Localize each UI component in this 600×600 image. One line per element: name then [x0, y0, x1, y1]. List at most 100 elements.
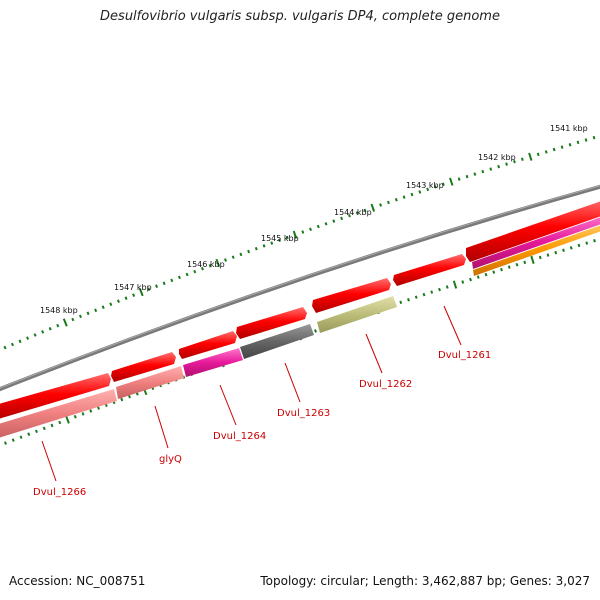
- outer-scale-tick-minor: [170, 278, 174, 283]
- inner-scale-tick-minor: [89, 409, 93, 413]
- outer-scale-tick-minor: [481, 169, 485, 174]
- outer-scale-tick-major: [370, 203, 376, 212]
- forward-gene-arrow[interactable]: [312, 278, 391, 313]
- outer-scale-tick-minor: [410, 192, 414, 197]
- inner-scale-tick-minor: [562, 248, 565, 252]
- leader-line-Dvul_1263: [284, 362, 301, 403]
- inner-scale-tick-minor: [515, 262, 519, 267]
- inner-scale-tick-minor: [19, 435, 23, 439]
- outer-scale-tick-major: [138, 288, 144, 297]
- gene-Dvul_1262[interactable]: [317, 296, 397, 333]
- leader-line-Dvul_1262: [365, 333, 383, 374]
- inner-scale-tick-minor: [120, 397, 124, 402]
- inner-scale-tick-minor: [11, 438, 15, 442]
- inner-scale-tick-minor: [35, 429, 38, 434]
- outer-scale-tick-minor: [379, 203, 383, 207]
- forward-gene-arrow[interactable]: [393, 254, 466, 286]
- outer-scale-tick-minor: [505, 162, 508, 166]
- outer-scale-tick-minor: [124, 296, 128, 300]
- inner-scale-tick-major: [530, 255, 535, 265]
- outer-scale-tick-major: [292, 230, 298, 239]
- scale-label-1545: 1545 kbp: [261, 234, 299, 243]
- inner-scale-tick-minor: [585, 241, 589, 245]
- outer-scale-tick-minor: [10, 342, 15, 347]
- outer-scale-tick-minor: [465, 174, 469, 179]
- outer-scale-tick-minor: [193, 269, 197, 274]
- leader-line-Dvul_1261: [443, 305, 462, 346]
- outer-scale-tick-minor: [544, 150, 548, 154]
- outer-scale-tick-minor: [208, 264, 212, 268]
- genome-backbone-highlight: [0, 185, 600, 389]
- inner-scale-tick-major: [452, 280, 458, 289]
- forward-gene-arrow[interactable]: [0, 373, 111, 420]
- gene-label-glyQ[interactable]: glyQ: [159, 454, 182, 465]
- outer-scale-tick-minor: [355, 211, 359, 215]
- leader-line-Dvul_1264: [219, 384, 237, 426]
- outer-scale-tick-minor: [301, 230, 305, 234]
- inner-scale-tick-minor: [430, 290, 434, 294]
- outer-scale-tick-minor: [177, 275, 181, 280]
- genome-backbone: [0, 184, 600, 392]
- outer-scale-tick-minor: [231, 255, 235, 259]
- gene-label-Dvul_1266[interactable]: Dvul_1266: [33, 487, 86, 498]
- gene-label-Dvul_1261[interactable]: Dvul_1261: [438, 350, 491, 361]
- outer-scale-tick-minor: [200, 266, 204, 271]
- outer-scale-tick-minor: [489, 167, 493, 171]
- outer-scale-tick-minor: [147, 287, 151, 291]
- outer-scale-tick-minor: [316, 224, 320, 229]
- gene-Dvul_1263[interactable]: [240, 324, 314, 359]
- inner-scale-tick-minor: [73, 414, 77, 419]
- outer-scale-tick-major: [62, 318, 68, 327]
- inner-scale-tick-minor: [97, 406, 100, 410]
- gene-Dvul_1264[interactable]: [183, 348, 243, 377]
- outer-scale-tick-minor: [347, 213, 351, 218]
- outer-scale-tick-minor: [536, 152, 540, 157]
- gene-label-Dvul_1263[interactable]: Dvul_1263: [277, 408, 330, 419]
- gene-label-Dvul_1264[interactable]: Dvul_1264: [213, 431, 266, 442]
- outer-scale-tick-minor: [116, 299, 120, 303]
- outer-scale-tick-minor: [224, 258, 227, 262]
- outer-scale-tick-minor: [552, 147, 556, 152]
- outer-scale-tick-minor: [426, 187, 430, 192]
- outer-scale-tick-major: [215, 258, 221, 268]
- outer-scale-tick-minor: [86, 311, 90, 316]
- outer-scale-tick-minor: [132, 293, 136, 297]
- outer-scale-tick-minor: [513, 159, 516, 164]
- leader-line-glyQ: [154, 405, 169, 449]
- forward-gene-arrow[interactable]: [111, 352, 176, 382]
- scale-label-1542: 1542 kbp: [478, 153, 516, 162]
- outer-scale-tick-minor: [26, 336, 30, 340]
- inner-scale-tick-minor: [546, 253, 550, 257]
- outer-scale-tick-major: [449, 177, 454, 186]
- inner-scale-tick-minor: [484, 272, 488, 277]
- forward-gene-arrow[interactable]: [466, 198, 600, 262]
- inner-scale-tick-minor: [500, 267, 503, 272]
- gene-Dvul_1266[interactable]: [0, 389, 117, 439]
- gene-glyQ[interactable]: [116, 366, 184, 399]
- outer-scale-tick-minor: [247, 249, 251, 254]
- inner-scale-tick-minor: [577, 243, 581, 248]
- reverse-gene-bar-orange[interactable]: [473, 222, 600, 276]
- forward-gene-arrow[interactable]: [179, 331, 237, 359]
- outer-scale-tick-minor: [387, 200, 390, 205]
- inner-scale-tick-minor: [407, 297, 410, 302]
- outer-scale-tick-minor: [262, 244, 266, 248]
- outer-scale-tick-minor: [285, 235, 289, 240]
- inner-scale-tick-minor: [476, 275, 480, 279]
- outer-scale-tick-minor: [185, 272, 189, 277]
- inner-scale-tick-minor: [538, 255, 542, 260]
- outer-scale-tick-minor: [520, 157, 524, 161]
- scale-label-1543: 1543 kbp: [406, 181, 444, 190]
- outer-scale-tick-minor: [457, 177, 461, 181]
- inner-scale-tick-minor: [414, 295, 418, 299]
- reverse-gene-bar-magenta[interactable]: [472, 214, 600, 269]
- outer-scale-tick-minor: [394, 197, 398, 202]
- outer-scale-tick-minor: [270, 241, 274, 245]
- gene-label-Dvul_1262[interactable]: Dvul_1262: [359, 379, 412, 390]
- forward-gene-arrow[interactable]: [236, 307, 307, 339]
- outer-scale-tick-minor: [576, 140, 580, 145]
- inner-scale-tick-minor: [445, 285, 449, 289]
- outer-scale-tick-minor: [3, 345, 7, 350]
